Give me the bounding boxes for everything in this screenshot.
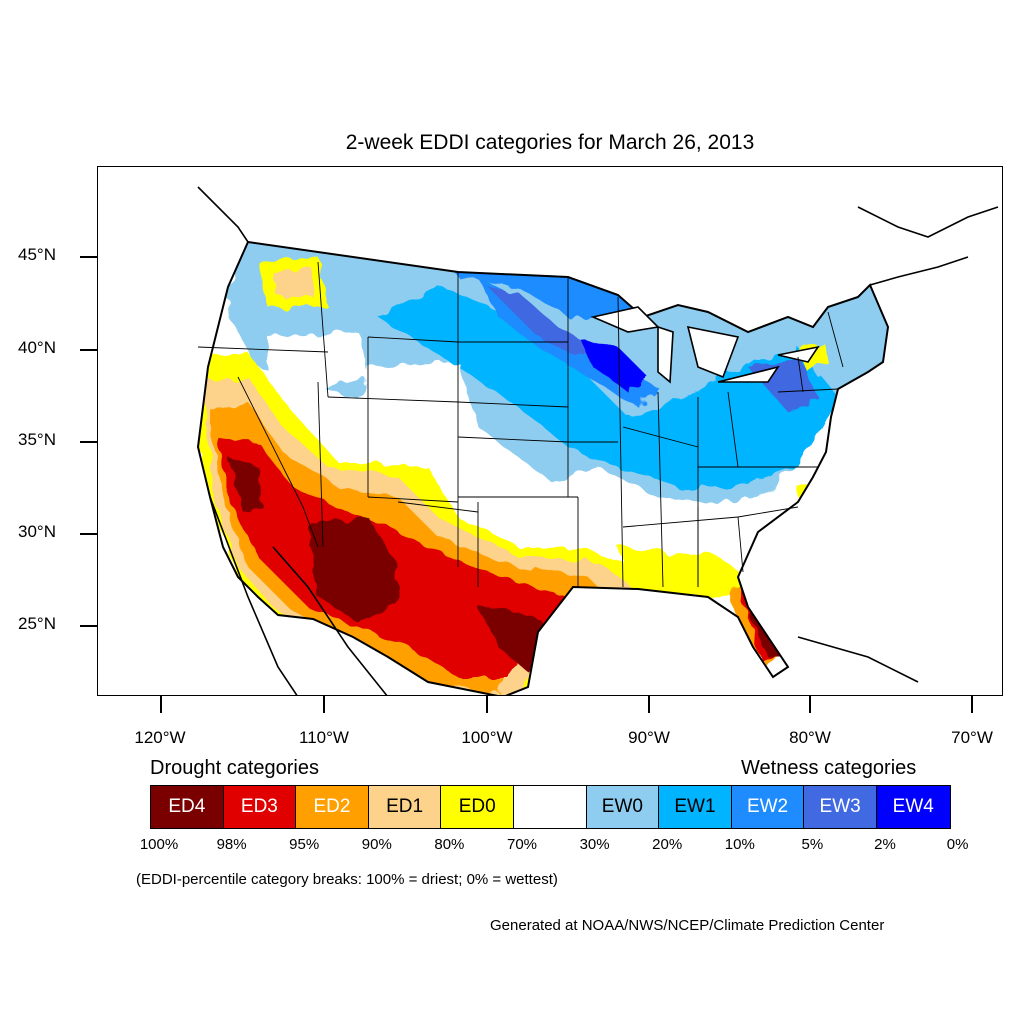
lake-erie [717,365,780,383]
credit-line: Generated at NOAA/NWS/NCEP/Climate Predi… [490,917,885,934]
map-panel [97,166,1003,696]
baja-coast [209,496,298,695]
lon-label-120: 120°W [134,728,186,747]
legend-swatch-ed1: ED1 [368,786,442,828]
legend-swatch-ed4: ED4 [151,786,224,828]
lat-tick [80,349,97,351]
legend-break-label: 2% [874,836,896,853]
eddi-map [196,186,999,695]
lat-label-40: 40°N [18,338,56,357]
legend-swatch-ew0: EW0 [586,786,660,828]
map-title: 2-week EDDI categories for March 26, 201… [345,131,755,154]
canada-east-coast [857,206,999,238]
category-legend: ED4 ED3 ED2 ED1 ED0 EW0 EW1 EW2 EW3 EW4 [150,785,951,829]
cuba-coast [797,636,919,683]
lon-tick [323,696,325,713]
state-boundaries [197,261,844,588]
lon-label-80: 80°W [789,728,831,747]
lat-label-45: 45°N [18,245,56,264]
legend-swatch-ew1: EW1 [659,786,732,828]
legend-swatch-ew3: EW3 [804,786,877,828]
lon-tick [648,696,650,713]
legend-break-label: 30% [579,836,610,853]
lat-label-35: 35°N [18,430,56,449]
category-note: (EDDI-percentile category breaks: 100% =… [136,871,558,888]
lake-ontario [777,345,820,363]
lake-michigan [657,325,674,384]
legend-break-label: 10% [724,836,755,853]
lat-label-25: 25°N [18,614,56,633]
legend-swatch-ed2: ED2 [296,786,369,828]
mexico-mainland-coast [272,546,388,695]
lat-tick [80,625,97,627]
lon-tick [809,696,811,713]
legend-swatch-ed0: ED0 [441,786,514,828]
lon-label-100: 100°W [461,728,513,747]
lon-label-110: 110°W [299,728,349,747]
legend-break-label: 0% [946,836,969,853]
lon-tick [971,696,973,713]
legend-break-label: 5% [801,836,824,853]
legend-swatch-neutral [513,786,587,828]
lon-label-90: 90°W [628,728,670,747]
legend-break-label: 70% [506,836,538,853]
legend-break-label: 100% [139,836,179,853]
lat-tick [80,441,97,443]
lat-tick [80,256,97,258]
legend-swatch-ew4: EW4 [876,786,950,828]
legend-swatch-ed3: ED3 [223,786,297,828]
nova-scotia-coast [869,256,969,286]
legend-break-label: 20% [652,836,683,853]
legend-break-label: 90% [361,836,392,853]
legend-break-label: 98% [216,836,247,853]
lon-label-70: 70°W [951,728,993,747]
legend-break-label: 80% [434,836,465,853]
lon-tick [486,696,488,713]
legend-swatch-ew2: EW2 [731,786,805,828]
lat-tick [80,533,97,535]
canada-coast [197,186,249,243]
lat-label-30: 30°N [18,522,56,541]
legend-break-label: 95% [289,836,320,853]
wetness-legend-heading: Wetness categories [741,757,917,779]
drought-legend-heading: Drought categories [150,757,319,779]
lon-tick [160,696,162,713]
lake-huron [686,325,740,379]
